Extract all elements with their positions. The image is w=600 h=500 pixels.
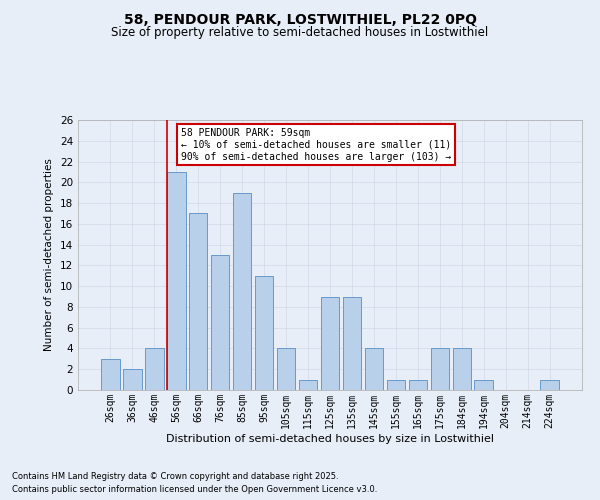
Bar	[255, 276, 274, 390]
Bar	[365, 348, 383, 390]
Text: Contains HM Land Registry data © Crown copyright and database right 2025.: Contains HM Land Registry data © Crown c…	[12, 472, 338, 481]
Text: Contains public sector information licensed under the Open Government Licence v3: Contains public sector information licen…	[12, 485, 377, 494]
Bar	[452, 348, 471, 390]
Bar	[541, 380, 559, 390]
Bar	[386, 380, 405, 390]
Text: 58 PENDOUR PARK: 59sqm
← 10% of semi-detached houses are smaller (11)
90% of sem: 58 PENDOUR PARK: 59sqm ← 10% of semi-det…	[181, 128, 451, 162]
Bar	[233, 192, 251, 390]
Bar	[343, 296, 361, 390]
Bar	[431, 348, 449, 390]
Y-axis label: Number of semi-detached properties: Number of semi-detached properties	[44, 158, 55, 352]
Text: 58, PENDOUR PARK, LOSTWITHIEL, PL22 0PQ: 58, PENDOUR PARK, LOSTWITHIEL, PL22 0PQ	[124, 12, 476, 26]
Bar	[409, 380, 427, 390]
Bar	[101, 359, 119, 390]
Bar	[211, 255, 229, 390]
Bar	[145, 348, 164, 390]
Bar	[320, 296, 340, 390]
Bar	[167, 172, 185, 390]
Bar	[277, 348, 295, 390]
Bar	[299, 380, 317, 390]
Bar	[123, 369, 142, 390]
X-axis label: Distribution of semi-detached houses by size in Lostwithiel: Distribution of semi-detached houses by …	[166, 434, 494, 444]
Bar	[475, 380, 493, 390]
Text: Size of property relative to semi-detached houses in Lostwithiel: Size of property relative to semi-detach…	[112, 26, 488, 39]
Bar	[189, 214, 208, 390]
